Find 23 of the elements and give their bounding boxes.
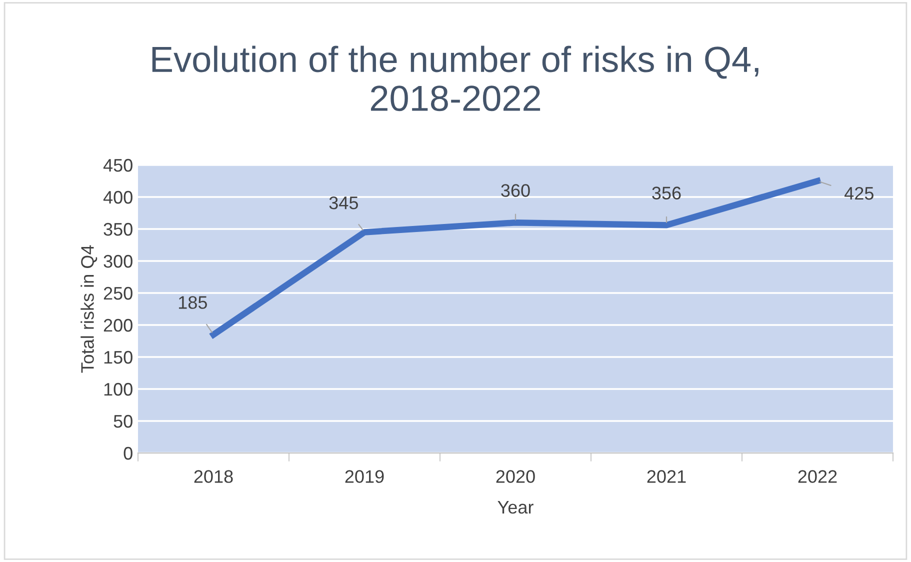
y-tick-label: 350 <box>104 222 132 236</box>
y-tick-label: 50 <box>114 414 132 428</box>
data-label: 345 <box>329 196 358 210</box>
x-tick-label: 2019 <box>345 470 384 483</box>
y-tick-label: 100 <box>104 382 132 396</box>
data-label: 185 <box>178 296 207 309</box>
y-tick-label: 300 <box>104 254 132 268</box>
y-axis-title: Total risks in Q4 <box>80 245 98 373</box>
chart-title: Evolution of the number of risks in Q4, 2018-2022 <box>152 46 758 112</box>
x-axis-title: Year <box>498 501 534 514</box>
data-label: 360 <box>501 184 530 197</box>
x-tick-label: 2018 <box>194 470 233 483</box>
y-tick-label: 200 <box>104 318 132 332</box>
x-tick-label: 2022 <box>798 470 837 483</box>
x-tick-label: 2021 <box>647 470 686 483</box>
y-tick-label: 400 <box>103 190 132 204</box>
data-label: 356 <box>652 186 681 200</box>
y-tick-label: 150 <box>104 350 132 364</box>
y-tick-label: 450 <box>103 158 132 172</box>
data-label: 425 <box>844 186 874 200</box>
y-tick-label: 0 <box>124 446 132 460</box>
y-tick-label: 250 <box>104 286 132 300</box>
x-tick-label: 2020 <box>496 470 535 483</box>
